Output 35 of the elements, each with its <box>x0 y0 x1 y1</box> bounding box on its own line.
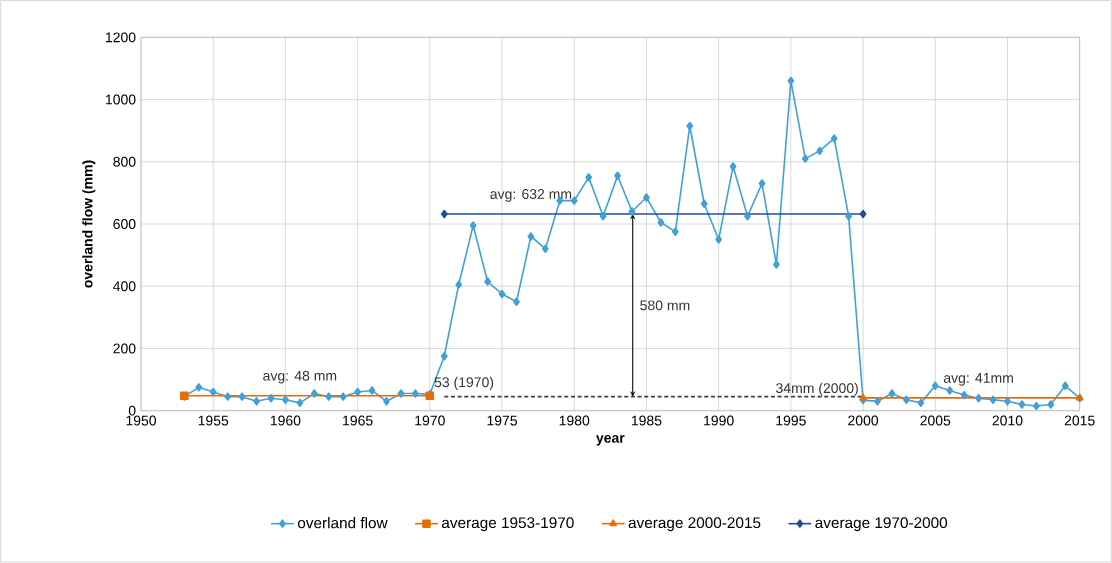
x-tick-label: 1955 <box>198 415 229 426</box>
y-axis-title: overland flow (mm) <box>82 160 96 288</box>
annotation: 34mm (2000) <box>776 382 858 396</box>
x-tick-label: 1970 <box>415 415 445 426</box>
x-tick-label: 1965 <box>343 415 373 426</box>
x-axis-title: year <box>596 435 625 446</box>
legend-label: average 2000-2015 <box>628 517 761 532</box>
y-tick-label: 0 <box>128 405 136 416</box>
annotation: avg: 48 mm <box>263 370 337 384</box>
legend-label: average 1953-1970 <box>441 517 574 532</box>
point <box>440 209 448 219</box>
y-tick-label: 600 <box>113 219 136 230</box>
y-tick-label: 1000 <box>106 94 136 105</box>
x-tick-label: 2015 <box>1064 415 1095 426</box>
y-tick-label: 800 <box>113 157 136 167</box>
y-tick-label: 400 <box>113 281 136 292</box>
annotation: avg: 41mm <box>943 373 1013 386</box>
legend-label: overland flow <box>297 517 388 529</box>
x-tick-label: 1950 <box>126 415 157 426</box>
legend-label: average 1970-2000 <box>815 517 948 532</box>
x-tick-label: 2005 <box>920 415 951 426</box>
x-tick-label: 1960 <box>270 415 301 426</box>
x-tick-label: 1980 <box>559 415 590 426</box>
x-tick-label: 1985 <box>631 415 662 426</box>
annotation: 53 (1970) <box>434 377 494 391</box>
annotation: avg: 632 mm <box>490 189 572 202</box>
x-tick-label: 2000 <box>848 415 879 426</box>
x-tick-label: 1975 <box>487 415 518 426</box>
x-tick-label: 2010 <box>992 415 1023 426</box>
x-tick-label: 1990 <box>704 415 734 426</box>
annotation: 580 mm <box>640 300 690 311</box>
point <box>859 209 867 219</box>
x-tick-label: 1995 <box>776 415 806 426</box>
y-tick-label: 1200 <box>106 32 136 43</box>
y-tick-label: 200 <box>113 343 136 354</box>
